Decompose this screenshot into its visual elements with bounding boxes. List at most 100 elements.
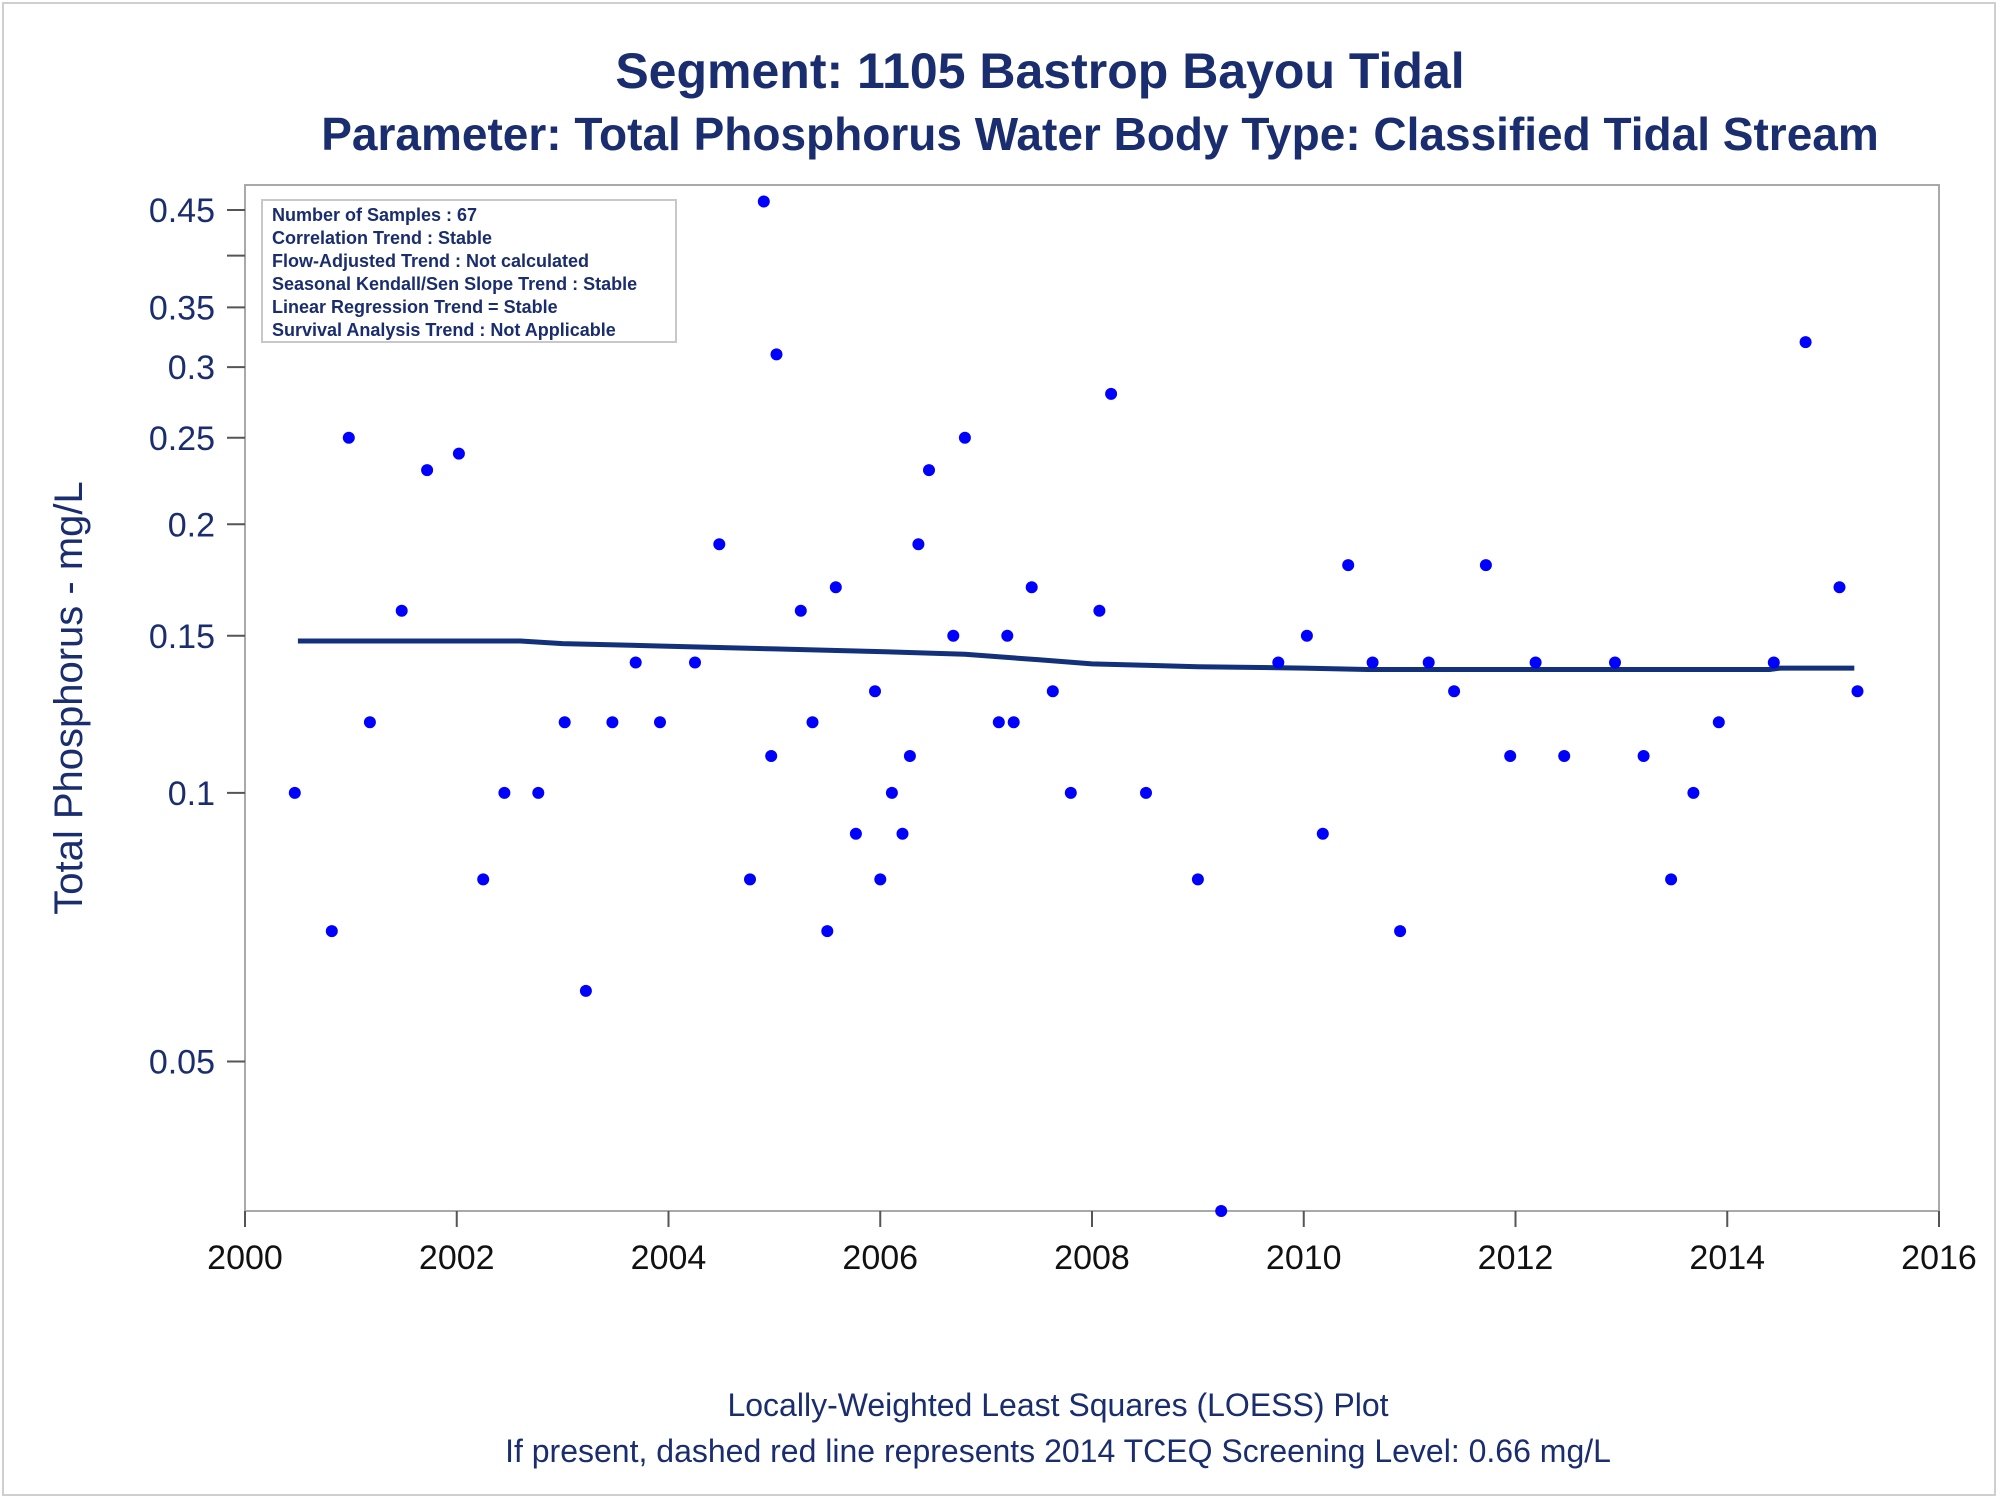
y-tick-label: 0.35 <box>149 289 215 327</box>
loess-line <box>297 638 1855 672</box>
y-tick-label: 0.25 <box>149 420 215 458</box>
data-point <box>1191 873 1204 886</box>
info-line-samples: Number of Samples : 67 <box>272 205 477 225</box>
data-point <box>558 716 571 729</box>
data-point <box>757 195 770 208</box>
x-tick-label: 2002 <box>419 1239 495 1277</box>
data-point <box>770 348 783 361</box>
y-tick-label: 0.1 <box>168 775 215 813</box>
data-point <box>629 656 642 669</box>
info-line-flow-adjusted: Flow-Adjusted Trend : Not calculated <box>272 251 589 271</box>
data-point <box>829 581 842 594</box>
info-box-frame <box>261 199 677 343</box>
data-point <box>342 431 355 444</box>
data-point <box>923 464 935 477</box>
data-point <box>421 464 434 477</box>
data-point <box>1712 716 1725 729</box>
data-point <box>874 873 887 886</box>
data-point <box>1046 685 1059 698</box>
points-layer <box>288 195 1864 1217</box>
data-point <box>1007 716 1020 729</box>
data-point <box>395 604 408 617</box>
data-point <box>1687 786 1700 799</box>
info-line-correlation: Correlation Trend : Stable <box>272 228 492 248</box>
chart-canvas: Segment: 1105 Bastrop Bayou Tidal Parame… <box>47 43 1977 1469</box>
data-point <box>744 873 756 886</box>
y-tick-label: 0.15 <box>149 618 215 656</box>
data-point <box>849 827 862 840</box>
data-point <box>1366 656 1379 669</box>
data-point <box>821 925 834 938</box>
data-point <box>912 538 925 551</box>
data-point <box>1394 925 1407 938</box>
data-point <box>288 786 301 799</box>
data-point <box>363 716 376 729</box>
x-tick-label: 2000 <box>207 1239 283 1277</box>
data-point <box>1300 629 1313 642</box>
data-point <box>885 786 898 799</box>
data-point <box>1479 559 1492 572</box>
data-point <box>1272 656 1285 669</box>
chart-subtitle: Parameter: Total Phosphorus Water Body T… <box>321 108 1879 160</box>
data-point <box>1799 336 1812 349</box>
data-point <box>1025 581 1038 594</box>
data-point <box>806 716 819 729</box>
info-line-linear-regression: Linear Regression Trend = Stable <box>272 297 558 317</box>
info-line-seasonal-kendall: Seasonal Kendall/Sen Slope Trend : Stabl… <box>272 274 637 294</box>
data-point <box>869 685 881 698</box>
data-point <box>1001 629 1014 642</box>
data-point <box>1064 786 1077 799</box>
data-point <box>1637 750 1650 762</box>
x-tick-label: 2008 <box>1054 1239 1130 1277</box>
data-point <box>1105 387 1118 400</box>
footnote-screening-level: If present, dashed red line represents 2… <box>505 1433 1611 1469</box>
data-point <box>689 656 701 669</box>
data-point <box>958 431 971 444</box>
x-tick-label: 2014 <box>1689 1239 1765 1277</box>
data-point <box>1529 656 1542 669</box>
data-point <box>947 629 960 642</box>
data-point <box>654 716 666 729</box>
loess-layer <box>297 638 1855 672</box>
data-point <box>452 447 465 460</box>
chart-title: Segment: 1105 Bastrop Bayou Tidal <box>615 43 1464 99</box>
y-tick-label: 0.05 <box>149 1044 215 1082</box>
info-line-survival: Survival Analysis Trend : Not Applicable <box>272 320 616 340</box>
y-tick-label: 0.45 <box>149 192 215 230</box>
data-point <box>992 716 1005 729</box>
data-point <box>1504 750 1517 762</box>
data-point <box>579 984 592 997</box>
data-point <box>532 786 545 799</box>
data-point <box>1833 581 1846 594</box>
data-point <box>1342 559 1355 572</box>
data-point <box>794 604 807 617</box>
x-tick-label: 2016 <box>1901 1239 1977 1277</box>
data-point <box>1558 750 1571 762</box>
data-point <box>765 750 778 762</box>
data-point <box>477 873 490 886</box>
y-axis: 0.05 0.1 0.15 0.2 0.25 0.3 0.35 0.45 <box>149 192 245 1082</box>
data-point <box>1851 685 1864 698</box>
data-point <box>713 538 726 551</box>
data-point <box>1609 656 1621 669</box>
data-point <box>1767 656 1780 669</box>
data-point <box>1422 656 1435 669</box>
x-tick-label: 2012 <box>1478 1239 1554 1277</box>
data-point <box>606 716 619 729</box>
data-point <box>1215 1205 1228 1217</box>
data-point <box>1316 827 1329 840</box>
data-point <box>903 750 916 762</box>
x-tick-label: 2004 <box>631 1239 707 1277</box>
x-tick-label: 2006 <box>842 1239 918 1277</box>
x-axis: 2000 2002 2004 2006 2008 2010 2012 2014 2016 <box>207 1211 1977 1277</box>
data-point <box>1448 685 1461 698</box>
data-point <box>325 925 338 938</box>
info-box: Number of Samples : 67 Correlation Trend… <box>261 199 677 343</box>
data-point <box>498 786 511 799</box>
y-tick-label: 0.3 <box>168 349 215 387</box>
data-point <box>896 827 909 840</box>
data-point <box>1093 604 1106 617</box>
y-tick-label: 0.2 <box>168 506 215 544</box>
x-tick-label: 2010 <box>1266 1239 1342 1277</box>
y-axis-label: Total Phosphorus - mg/L <box>47 481 91 915</box>
